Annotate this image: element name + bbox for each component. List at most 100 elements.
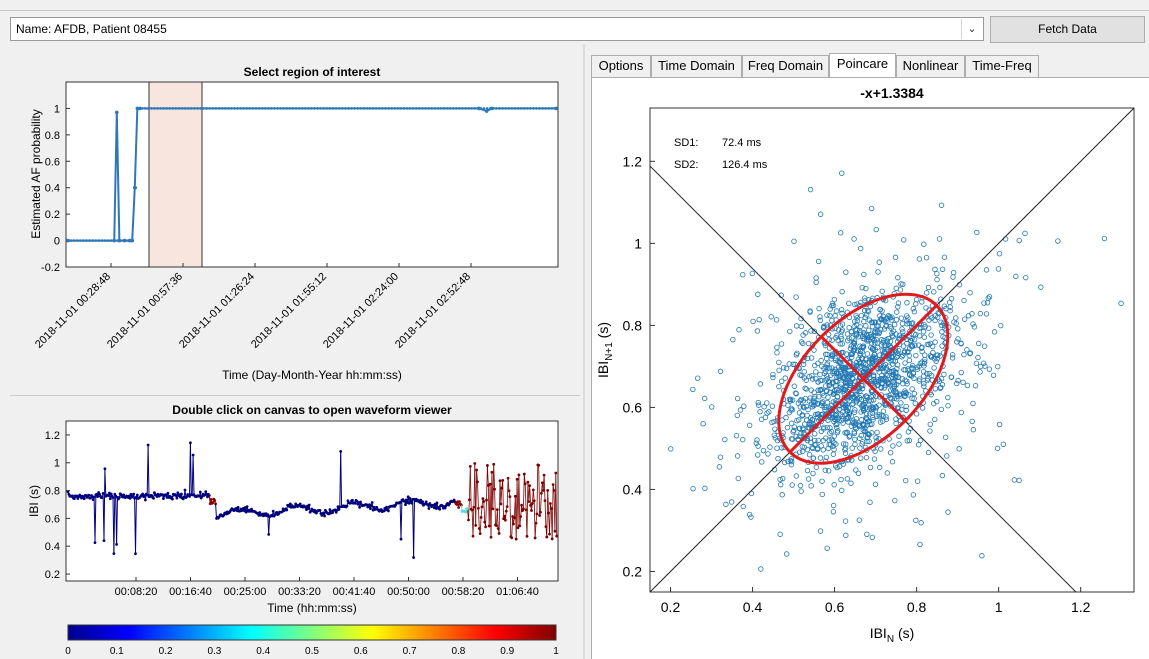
poincare-point [832,355,838,361]
poincare-point [846,411,853,417]
poincare-point [858,361,864,367]
data-point [189,107,193,110]
data-point [291,107,295,110]
poincare-point [815,437,821,444]
data-point [112,238,117,243]
af-probability-chart[interactable]: Select region of interest -0.2 0 0.2 0.4 0.6… [0,44,580,394]
poincare-point [791,424,798,430]
poincare-point [901,237,907,243]
x-tick-label: 0.4 [743,599,763,615]
poincare-point [768,314,774,320]
vertical-splitter[interactable] [583,44,585,659]
x-tick-label: 0.2 [661,599,681,615]
poincare-point [800,361,807,368]
poincare-point [796,433,803,439]
poincare-point [843,404,849,411]
poincare-point [868,398,874,404]
poincare-point [938,202,945,208]
tab-poincare[interactable]: Poincare [829,53,896,77]
data-point [285,107,289,110]
poincare-point [851,236,857,242]
ibi-point [267,532,271,536]
poincare-point [819,363,825,369]
poincare-point [821,424,827,430]
poincare-point [920,368,927,375]
ibi-point [435,501,439,505]
poincare-point [778,445,785,451]
poincare-point [1013,273,1019,280]
poincare-point [817,314,823,320]
poincare-point [800,340,806,347]
tab-nonlinear[interactable]: Nonlinear [896,55,965,77]
poincare-point [921,359,928,365]
poincare-point [839,487,845,494]
ibi-point [490,470,494,474]
tab-time-freq[interactable]: Time-Freq [965,55,1039,77]
poincare-point [809,376,816,382]
poincare-point [818,357,824,364]
poincare-point [879,288,885,294]
poincare-point [1101,235,1108,242]
poincare-point [1023,274,1029,281]
data-point [307,107,310,110]
poincare-point [903,403,909,410]
data-point [504,107,507,110]
poincare-point [793,473,800,479]
data-point [72,239,76,242]
poincare-point [795,400,802,406]
poincare-point [734,395,741,402]
region-of-interest-selection[interactable] [148,81,203,268]
poincare-point [815,445,821,451]
poincare-point [829,300,836,307]
tab-freq-domain[interactable]: Freq Domain [742,55,829,77]
data-point [183,107,187,110]
ibi-point [542,473,546,477]
data-point [322,107,326,110]
poincare-point [864,338,870,344]
poincare-point [894,309,900,315]
poincare-point [863,415,870,422]
poincare-point [931,289,937,295]
data-point [245,107,249,110]
data-point [242,107,245,110]
poincare-point [912,342,918,349]
poincare-point [995,363,1001,370]
plot-area[interactable] [65,81,559,268]
poincare-point [764,400,770,406]
ibi-segment [340,451,343,507]
poincare-point [933,358,939,364]
poincare-plot[interactable]: -x+1.3384 SD1: 72.4 ms SD2: 126.4 ms 0.2… [592,78,1148,659]
fetch-data-button[interactable]: Fetch Data [990,16,1145,43]
poincare-point [746,422,753,429]
poincare-point [785,458,791,465]
record-selector-dropdown[interactable]: Name: AFDB, Patient 08455 ⌄ [10,17,984,41]
chevron-down-icon[interactable]: ⌄ [961,19,982,39]
poincare-point [859,439,866,445]
poincare-point [950,274,956,280]
ibi-point [533,536,537,540]
poincare-point [783,551,790,557]
poincare-point [804,467,811,474]
poincare-point [784,424,791,431]
poincare-point [821,370,828,377]
tab-time-domain[interactable]: Time Domain [651,55,742,77]
poincare-point [875,269,881,275]
poincare-point [846,434,852,440]
poincare-point [737,407,744,413]
poincare-point [897,287,904,293]
poincare-point [824,545,830,551]
y-axis-label: Estimated AF probability [29,109,43,238]
poincare-point [776,383,782,390]
poincare-point [833,378,839,384]
ibi-segment [543,475,546,501]
tab-options[interactable]: Options [591,55,651,77]
poincare-point [848,371,854,377]
poincare-point [840,401,846,407]
ibi-point [548,532,551,536]
data-point [94,239,98,242]
ibi-segment [500,488,503,504]
data-point [127,238,132,243]
poincare-point [790,361,796,367]
colorbar-tick-label: 0.1 [110,646,124,657]
ibi-tachogram-chart[interactable]: Double click on canvas to open waveform … [0,396,580,659]
